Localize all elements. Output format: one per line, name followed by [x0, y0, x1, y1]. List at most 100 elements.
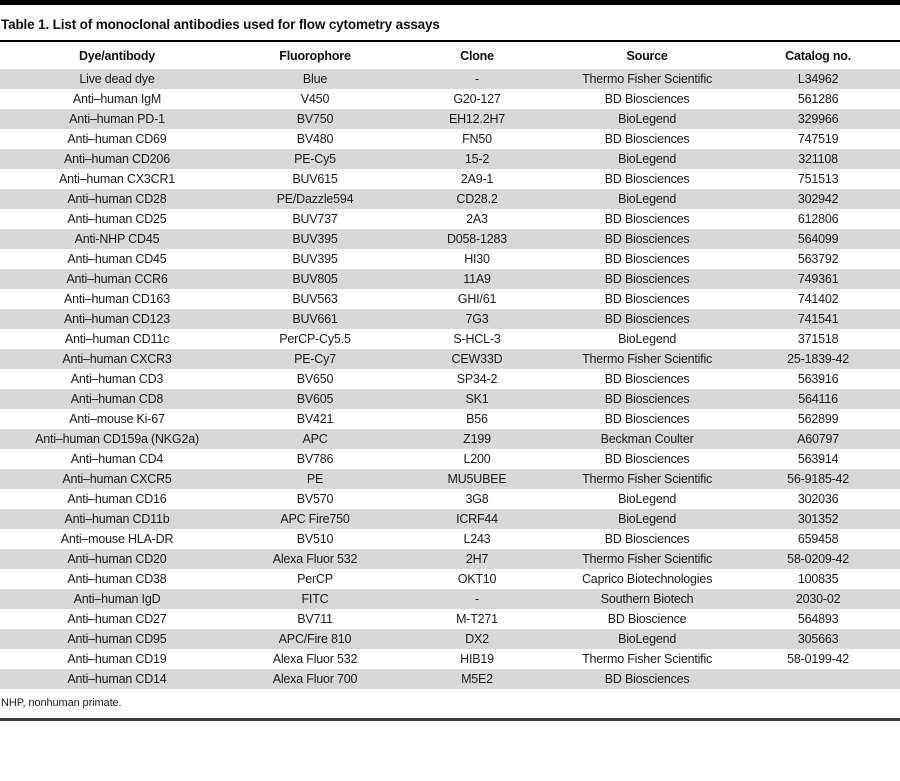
table-cell: 301352: [797, 512, 839, 526]
table-cell: Anti–human CD28: [67, 192, 167, 206]
table-cell: 562899: [797, 412, 839, 426]
table-cell: BV605: [296, 392, 334, 406]
table-cell: ICRF44: [456, 512, 498, 526]
table-row: Anti–human CD3 BV650 SP34-2 BD Biosciences 5…: [0, 369, 900, 389]
table-cell: BD Biosciences: [604, 232, 690, 246]
table-cell: HIB19: [460, 652, 494, 666]
table-cell: BUV395: [292, 252, 338, 266]
table-cell: Anti–human CCR6: [66, 272, 168, 286]
table-cell: BD Biosciences: [604, 532, 690, 546]
table-row: Anti–human CD11c PerCP-Cy5.5 S-HCL-3 BioLeg…: [0, 329, 900, 349]
table-cell: BD Biosciences: [604, 212, 690, 226]
table-cell: PE/Dazzle594: [276, 192, 354, 206]
table-row: Anti–human CD163 BUV563 GHI/61 BD Bioscienc…: [0, 289, 900, 309]
table-cell: BioLegend: [618, 152, 677, 166]
table-cell: BV570: [296, 492, 334, 506]
table-cell: BD Biosciences: [604, 92, 690, 106]
table-cell: BUV615: [292, 172, 338, 186]
table-cell: BD Biosciences: [604, 292, 690, 306]
table-cell: Anti–mouse HLA-DR: [60, 532, 174, 546]
table-cell: A60797: [797, 432, 840, 446]
table-cell: Anti–human CD95: [67, 632, 167, 646]
table-cell: 2H7: [465, 552, 489, 566]
table-cell: 15-2: [464, 152, 490, 166]
table-cell: Anti–human CD20: [67, 552, 167, 566]
table-cell: 749361: [797, 272, 839, 286]
table-row: Anti-NHP CD45 BUV395 D058-1283 BD Bioscienc…: [0, 229, 900, 249]
table-cell: Anti–human CD16: [67, 492, 167, 506]
table-cell: Alexa Fluor 532: [272, 552, 358, 566]
table-cell: BUV563: [292, 292, 338, 306]
table-cell: 321108: [798, 152, 838, 166]
table-row: Anti–human CD19 Alexa Fluor 532 HIB19 Therm…: [0, 649, 900, 669]
table-row: Anti–human IgM V450 G20-127 BD Biosciences 5…: [0, 89, 900, 109]
table-cell: V450: [300, 92, 330, 106]
column-header: Catalog no.: [785, 48, 852, 63]
table-cell: BD Biosciences: [604, 312, 690, 326]
table-cell: 58-0209-42: [787, 552, 850, 566]
table-cell: 564893: [797, 612, 839, 626]
table-cell: 3G8: [465, 492, 489, 506]
table-cell: PerCP: [297, 572, 333, 586]
table-cell: 11A9: [463, 272, 491, 286]
table-row: Anti–human CD123 BUV661 7G3 BD Biosciences 7…: [0, 309, 900, 329]
table-cell: PE-Cy7: [294, 352, 336, 366]
table-cell: BD Biosciences: [604, 252, 690, 266]
table-cell: BV650: [296, 372, 334, 386]
table-cell: 747519: [797, 132, 839, 146]
table-cell: BD Biosciences: [604, 372, 690, 386]
table-cell: APC: [302, 432, 328, 446]
table-cell: SK1: [465, 392, 489, 406]
top-rule-bar: [0, 0, 900, 5]
table-cell: B56: [466, 412, 488, 426]
table-cell: FITC: [301, 592, 329, 606]
table-row: Anti–human CD11b APC Fire750 ICRF44 BioLege…: [0, 509, 900, 529]
table-cell: [736, 669, 900, 689]
table-cell: 25-1839-42: [787, 352, 850, 366]
table-cell: D058-1283: [446, 232, 508, 246]
column-header: Clone: [460, 48, 494, 63]
table-row: Anti–human CXCR5 PE MU5UBEE Thermo Fisher S…: [0, 469, 900, 489]
table-cell: Thermo Fisher Scientific: [582, 652, 713, 666]
table-cell: Anti–human CX3CR1: [58, 172, 176, 186]
table-cell: Southern Biotech: [600, 592, 694, 606]
table-row: Anti–human CD14 Alexa Fluor 700 M5E2 BD Bio…: [0, 669, 900, 689]
table-cell: Z199: [463, 432, 491, 446]
table-cell: -: [475, 592, 479, 606]
table-cell: 563916: [797, 372, 839, 386]
table-cell: Thermo Fisher Scientific: [582, 472, 713, 486]
table-cell: Alexa Fluor 532: [272, 652, 358, 666]
table-body: Live dead dye Blue - Thermo Fisher Scientif…: [0, 69, 900, 689]
table-cell: APC/Fire 810: [278, 632, 352, 646]
header-row: Dye/antibody Fluorophore Clone Source Catalo…: [0, 42, 900, 69]
antibody-table: Dye/antibody Fluorophore Clone Source Catalo…: [0, 42, 900, 689]
table-cell: 561286: [797, 92, 839, 106]
table-cell: BD Biosciences: [604, 392, 690, 406]
table-cell: BioLegend: [618, 112, 677, 126]
table-cell: Alexa Fluor 700: [272, 672, 358, 686]
column-header: Fluorophore: [279, 48, 351, 63]
table-cell: 612806: [797, 212, 839, 226]
table-cell: BioLegend: [618, 512, 677, 526]
table-cell: GHI/61: [457, 292, 497, 306]
table-row: Anti–human CD27 BV711 M-T271 BD Bioscience 5…: [0, 609, 900, 629]
table-row: Anti–human CD95 APC/Fire 810 DX2 BioLegend 3…: [0, 629, 900, 649]
table-cell: 2030-02: [795, 592, 841, 606]
table-cell: 329966: [797, 112, 839, 126]
table-cell: BV786: [296, 452, 334, 466]
table-cell: Anti–human CD123: [64, 312, 170, 326]
table-cell: Live dead dye: [79, 72, 155, 86]
table-cell: Anti–human IgM: [72, 92, 162, 106]
table-cell: BioLegend: [618, 332, 677, 346]
table-cell: CEW33D: [451, 352, 503, 366]
table-title: Table 1. List of monoclonal antibodies u…: [0, 5, 900, 42]
table-cell: Anti–human CD159a (NKG2a): [35, 432, 199, 446]
table-cell: Anti–human CD45: [67, 252, 167, 266]
table-cell: EH12.2H7: [448, 112, 506, 126]
table-cell: Anti–human CD69: [67, 132, 167, 146]
table-cell: Anti–human PD-1: [69, 112, 165, 126]
table-cell: Caprico Biotechnologies: [581, 572, 713, 586]
table-cell: 305663: [797, 632, 839, 646]
table-cell: Anti–human CD11c: [64, 332, 170, 346]
table-cell: BD Bioscience: [607, 612, 687, 626]
